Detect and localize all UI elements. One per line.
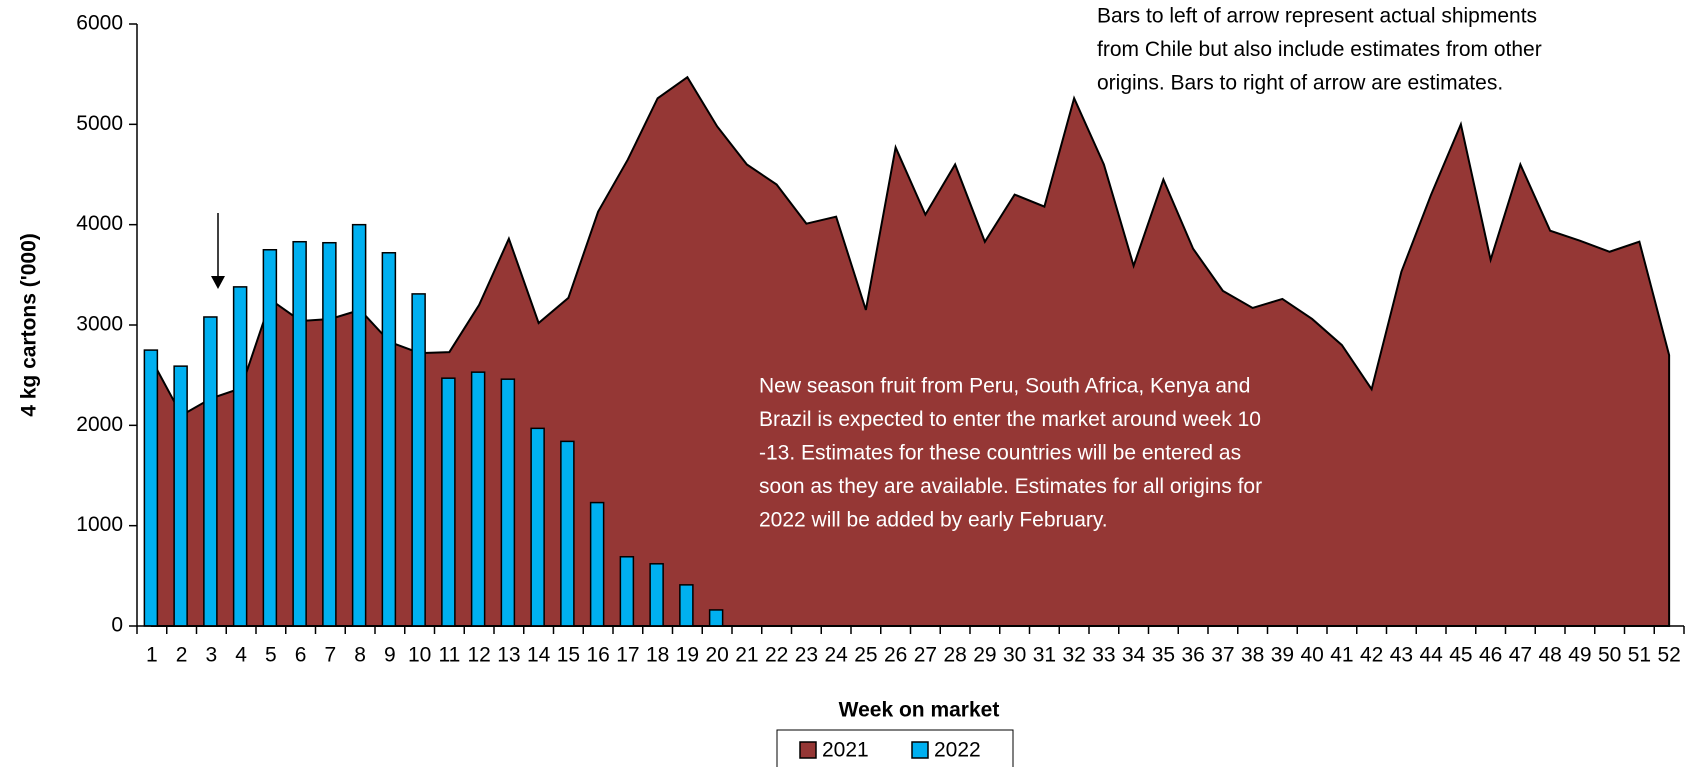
- x-tick-label: 16: [586, 644, 609, 667]
- x-tick-label: 49: [1568, 644, 1591, 667]
- bar: [143, 349, 159, 627]
- x-tick-label: 9: [384, 644, 396, 667]
- x-tick-label: 11: [438, 644, 460, 667]
- x-tick-label: 44: [1419, 644, 1443, 667]
- area: [150, 75, 1671, 627]
- y-tick-label: 4000: [76, 212, 123, 235]
- annotation: New season fruit from Peru, South Africa…: [759, 375, 1250, 398]
- bar: [530, 427, 545, 627]
- x-tick-label: 23: [795, 644, 818, 667]
- x-tick-label: 30: [1003, 644, 1026, 667]
- bar: [203, 316, 218, 627]
- x-tick-label: 5: [265, 644, 277, 667]
- x-tick-label: 20: [705, 644, 728, 667]
- x-tick-label: 51: [1628, 644, 1651, 667]
- x-tick-label: 21: [735, 644, 758, 667]
- x-tick-label: 12: [467, 644, 490, 667]
- x-tick-label: 4: [235, 644, 247, 667]
- x-tick-label: 17: [616, 644, 639, 667]
- x-tick-label: 26: [884, 644, 907, 667]
- y-tick-label: 6000: [76, 12, 123, 35]
- x-tick-label: 6: [295, 644, 307, 667]
- x-tick-label: 46: [1479, 644, 1502, 667]
- bar: [351, 223, 367, 627]
- x-tick-label: 48: [1538, 644, 1561, 667]
- bar: [262, 249, 278, 627]
- annotation: Bars to left of arrow represent actual s…: [1097, 5, 1537, 28]
- x-tick-label: 24: [824, 644, 848, 667]
- bar: [500, 378, 516, 627]
- x-tick-label: 1: [146, 644, 158, 667]
- x-tick-label: 18: [646, 644, 669, 667]
- bar: [322, 241, 337, 627]
- bar: [411, 293, 426, 627]
- x-tick-label: 39: [1271, 644, 1294, 667]
- x-tick-label: 42: [1360, 644, 1383, 667]
- x-tick-label: 45: [1449, 644, 1472, 667]
- bar: [232, 286, 248, 627]
- x-tick-label: 36: [1181, 644, 1204, 667]
- annotation: origins. Bars to right of arrow are esti…: [1097, 72, 1503, 95]
- x-tick-label: 38: [1241, 644, 1264, 667]
- annotation: soon as they are available. Estimates fo…: [759, 475, 1262, 498]
- x-tick-label: 25: [854, 644, 877, 667]
- annotation: -13. Estimates for these countries will …: [759, 442, 1241, 465]
- bar: [470, 371, 486, 627]
- x-tick-label: 29: [973, 644, 996, 667]
- annotation: from Chile but also include estimates fr…: [1097, 38, 1542, 61]
- bar: [589, 501, 605, 627]
- y-tick-label: 1000: [76, 513, 123, 536]
- bar: [708, 609, 724, 627]
- x-axis-title: Week on market: [839, 699, 1000, 722]
- x-tick-label: 7: [325, 644, 337, 667]
- x-tick-label: 27: [914, 644, 937, 667]
- y-axis-title: 4 kg cartons ('000): [18, 233, 41, 417]
- x-tick-label: 47: [1509, 644, 1532, 667]
- x-tick-label: 43: [1390, 644, 1413, 667]
- x-tick-label: 34: [1122, 644, 1146, 667]
- x-tick-label: 15: [557, 644, 580, 667]
- bar: [173, 365, 188, 627]
- x-tick-label: 35: [1152, 644, 1175, 667]
- annotation: Brazil is expected to enter the market a…: [759, 408, 1261, 431]
- bar: [441, 377, 456, 627]
- x-tick-label: 33: [1092, 644, 1115, 667]
- legend-label: 2021: [822, 739, 869, 762]
- legend-swatch: [911, 741, 929, 759]
- x-tick-label: 31: [1033, 644, 1056, 667]
- y-tick-label: 3000: [76, 313, 123, 336]
- y-tick-label: 2000: [76, 413, 123, 436]
- x-tick-label: 40: [1300, 644, 1323, 667]
- bar: [560, 440, 575, 627]
- arrow-head: [211, 276, 225, 289]
- x-tick-label: 32: [1062, 644, 1085, 667]
- y-tick-label: 0: [111, 614, 123, 637]
- x-tick-label: 8: [354, 644, 366, 667]
- x-tick-label: 10: [408, 644, 431, 667]
- annotation: 2022 will be added by early February.: [759, 509, 1108, 532]
- bar: [679, 584, 694, 627]
- x-tick-label: 37: [1211, 644, 1234, 667]
- bar: [381, 252, 397, 627]
- x-tick-label: 50: [1598, 644, 1621, 667]
- bar: [649, 563, 664, 627]
- bar: [619, 556, 635, 627]
- x-tick-label: 14: [527, 644, 551, 667]
- bar: [292, 240, 307, 627]
- x-tick-label: 2: [176, 644, 188, 667]
- x-tick-label: 22: [765, 644, 788, 667]
- x-tick-label: 13: [497, 644, 520, 667]
- x-tick-label: 28: [943, 644, 966, 667]
- x-tick-label: 52: [1657, 644, 1680, 667]
- legend-swatch: [799, 741, 817, 759]
- y-tick-label: 5000: [76, 112, 123, 135]
- legend-label: 2022: [934, 739, 981, 762]
- x-tick-label: 19: [676, 644, 699, 667]
- x-tick-label: 41: [1330, 644, 1353, 667]
- x-tick-label: 3: [206, 644, 218, 667]
